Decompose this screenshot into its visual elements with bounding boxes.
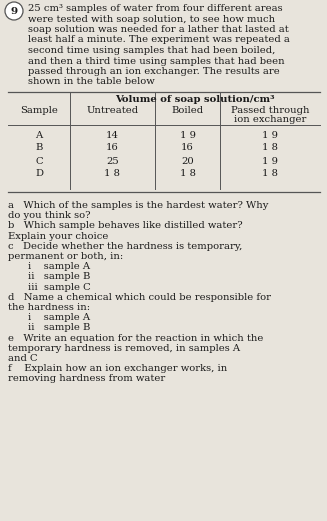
- Text: Volume of soap solution/cm³: Volume of soap solution/cm³: [115, 95, 275, 104]
- Text: do you think so?: do you think so?: [8, 211, 91, 220]
- Text: 1 9: 1 9: [262, 130, 278, 140]
- Text: ii   sample B: ii sample B: [28, 324, 90, 332]
- Text: 16: 16: [181, 143, 194, 153]
- Text: passed through an ion exchanger. The results are: passed through an ion exchanger. The res…: [28, 67, 280, 76]
- Text: 20: 20: [181, 156, 194, 166]
- Text: the hardness in:: the hardness in:: [8, 303, 90, 312]
- Text: c   Decide whether the hardness is temporary,: c Decide whether the hardness is tempora…: [8, 242, 242, 251]
- Text: 1 8: 1 8: [262, 169, 278, 179]
- Text: were tested with soap solution, to see how much: were tested with soap solution, to see h…: [28, 15, 275, 23]
- Text: 25 cm³ samples of water from four different areas: 25 cm³ samples of water from four differ…: [28, 4, 283, 13]
- Text: f    Explain how an ion exchanger works, in: f Explain how an ion exchanger works, in: [8, 364, 227, 373]
- Text: and then a third time using samples that had been: and then a third time using samples that…: [28, 56, 284, 66]
- Text: a   Which of the samples is the hardest water? Why: a Which of the samples is the hardest wa…: [8, 201, 268, 210]
- Text: D: D: [35, 169, 43, 179]
- Text: ion exchanger: ion exchanger: [234, 115, 306, 124]
- Text: e   Write an equation for the reaction in which the: e Write an equation for the reaction in …: [8, 333, 263, 343]
- Text: Passed through: Passed through: [231, 106, 309, 115]
- Text: and C: and C: [8, 354, 38, 363]
- Text: 1 8: 1 8: [105, 169, 121, 179]
- Text: d   Name a chemical which could be responsible for: d Name a chemical which could be respons…: [8, 293, 271, 302]
- Text: removing hardness from water: removing hardness from water: [8, 375, 165, 383]
- Text: temporary hardness is removed, in samples A: temporary hardness is removed, in sample…: [8, 344, 240, 353]
- Text: 14: 14: [106, 130, 119, 140]
- Text: 1 9: 1 9: [262, 156, 278, 166]
- Text: permanent or both, in:: permanent or both, in:: [8, 252, 123, 261]
- Text: C: C: [35, 156, 43, 166]
- Text: iii  sample C: iii sample C: [28, 282, 91, 292]
- Text: Boiled: Boiled: [171, 106, 204, 115]
- Text: i    sample A: i sample A: [28, 313, 90, 322]
- Text: ii   sample B: ii sample B: [28, 272, 90, 281]
- Text: 16: 16: [106, 143, 119, 153]
- Circle shape: [5, 2, 23, 20]
- Text: second time using samples that had been boiled,: second time using samples that had been …: [28, 46, 275, 55]
- Text: shown in the table below: shown in the table below: [28, 78, 155, 86]
- Text: Untreated: Untreated: [86, 106, 139, 115]
- Text: 1 9: 1 9: [180, 130, 196, 140]
- Text: 9: 9: [10, 6, 18, 16]
- Text: 1 8: 1 8: [180, 169, 196, 179]
- Text: B: B: [35, 143, 43, 153]
- Text: 25: 25: [106, 156, 119, 166]
- Text: 1 8: 1 8: [262, 143, 278, 153]
- Text: i    sample A: i sample A: [28, 262, 90, 271]
- Text: A: A: [35, 130, 43, 140]
- Text: Explain your choice: Explain your choice: [8, 232, 108, 241]
- Text: Sample: Sample: [20, 106, 58, 115]
- Text: least half a minute. The experiment was repeated a: least half a minute. The experiment was …: [28, 35, 290, 44]
- Text: soap solution was needed for a lather that lasted at: soap solution was needed for a lather th…: [28, 25, 289, 34]
- Text: b   Which sample behaves like distilled water?: b Which sample behaves like distilled wa…: [8, 221, 243, 230]
